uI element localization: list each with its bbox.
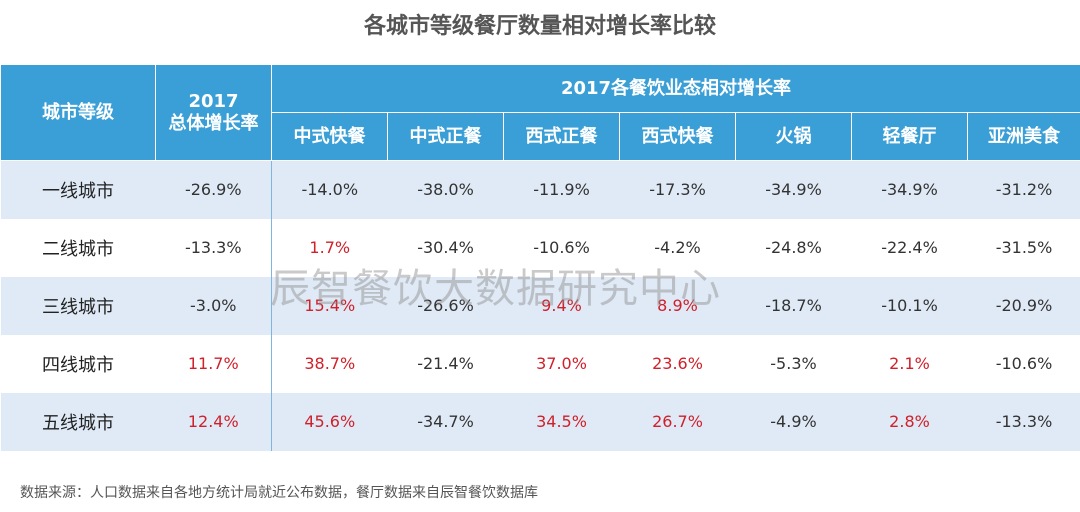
category-growth-cell: 1.7%	[271, 218, 388, 277]
chart-title: 各城市等级餐厅数量相对增长率比较	[363, 14, 716, 39]
category-growth-cell: -10.1%	[851, 276, 968, 335]
category-growth-cell: -34.9%	[735, 160, 852, 219]
overall-growth-cell: -13.3%	[155, 218, 272, 277]
growth-table: 城市等级 2017 总体增长率 2017各餐饮业态相对增长率 中式快餐 中式正餐西…	[0, 64, 1080, 451]
category-growth-cell: -4.9%	[735, 392, 852, 451]
category-growth-cell: -17.3%	[619, 160, 736, 219]
overall-growth-cell: -3.0%	[155, 276, 272, 335]
category-growth-cell: -4.2%	[619, 218, 736, 277]
category-growth-cell: 8.9%	[619, 276, 736, 335]
header-categories: 中式快餐 中式正餐 西式正餐 西式快餐 火锅 轻餐厅 亚洲美食	[1, 112, 1080, 161]
category-growth-cell: -31.5%	[967, 218, 1080, 277]
category-growth-cell: -18.7%	[735, 276, 852, 335]
category-growth-cell: -21.4%	[387, 334, 504, 393]
category-growth-cell: 23.6%	[619, 334, 736, 393]
city-level-cell: 四线城市	[0, 334, 156, 393]
header-category: 轻餐厅	[851, 112, 968, 161]
table-body: 一线城市 -26.9% -14.0% -38.0% -11.9% -17.3% -34.9%…	[0, 160, 1080, 451]
category-growth-cell: -10.6%	[503, 218, 620, 277]
category-growth-cell: -34.7%	[387, 392, 504, 451]
category-growth-cell: -14.0%	[271, 160, 388, 219]
header-category: 中式正餐	[387, 112, 504, 161]
table-row: 五线城市 12.4% 45.6% -34.7% 34.5% 26.7% -4.9% 2.8% -…	[0, 392, 1080, 451]
city-level-cell: 五线城市	[0, 392, 156, 451]
category-growth-cell: 2.1%	[851, 334, 968, 393]
category-growth-cell: -30.4%	[387, 218, 504, 277]
header-category: 西式正餐	[503, 112, 620, 161]
city-level-cell: 三线城市	[0, 276, 156, 335]
category-growth-cell: -26.6%	[387, 276, 504, 335]
category-growth-cell: 2.8%	[851, 392, 968, 451]
category-growth-cell: 38.7%	[271, 334, 388, 393]
category-growth-cell: 34.5%	[503, 392, 620, 451]
category-growth-cell: -10.6%	[967, 334, 1080, 393]
category-growth-cell: 45.6%	[271, 392, 388, 451]
category-growth-cell: 26.7%	[619, 392, 736, 451]
city-level-cell: 一线城市	[0, 160, 156, 219]
overall-growth-cell: 11.7%	[155, 334, 272, 393]
category-growth-cell: -5.3%	[735, 334, 852, 393]
header-overall: 2017 总体增长率	[155, 64, 272, 161]
table-row: 三线城市 -3.0% 15.4% -26.6% 9.4% 8.9% -18.7% -10.1%…	[0, 276, 1080, 335]
header-category-group: 2017各餐饮业态相对增长率	[271, 64, 1080, 113]
category-growth-cell: -31.2%	[967, 160, 1080, 219]
category-growth-cell: 15.4%	[271, 276, 388, 335]
category-growth-cell: 37.0%	[503, 334, 620, 393]
overall-growth-cell: 12.4%	[155, 392, 272, 451]
header-overall-year: 2017	[188, 90, 239, 112]
header-category: 火锅	[735, 112, 852, 161]
header-category: 亚洲美食	[967, 112, 1080, 161]
category-growth-cell: -22.4%	[851, 218, 968, 277]
header-category: 中式快餐	[271, 112, 388, 161]
overall-growth-cell: -26.9%	[155, 160, 272, 219]
category-growth-cell: 9.4%	[503, 276, 620, 335]
header-category: 西式快餐	[619, 112, 736, 161]
table-row: 一线城市 -26.9% -14.0% -38.0% -11.9% -17.3% -34.9%…	[0, 160, 1080, 219]
table-row: 二线城市 -13.3% 1.7% -30.4% -10.6% -4.2% -24.8% -22…	[0, 218, 1080, 277]
city-level-cell: 二线城市	[0, 218, 156, 277]
category-growth-cell: -38.0%	[387, 160, 504, 219]
category-growth-cell: -13.3%	[967, 392, 1080, 451]
header-city-level: 城市等级	[0, 64, 156, 161]
category-growth-cell: -24.8%	[735, 218, 852, 277]
table-row: 四线城市 11.7% 38.7% -21.4% 37.0% 23.6% -5.3% 2.1% -…	[0, 334, 1080, 393]
source-note: 数据来源：人口数据来自各地方统计局就近公布数据，餐厅数据来自辰智餐饮数据库	[20, 485, 538, 501]
category-growth-cell: -11.9%	[503, 160, 620, 219]
category-growth-cell: -34.9%	[851, 160, 968, 219]
header-overall-label: 总体增长率	[168, 112, 259, 134]
category-growth-cell: -20.9%	[967, 276, 1080, 335]
